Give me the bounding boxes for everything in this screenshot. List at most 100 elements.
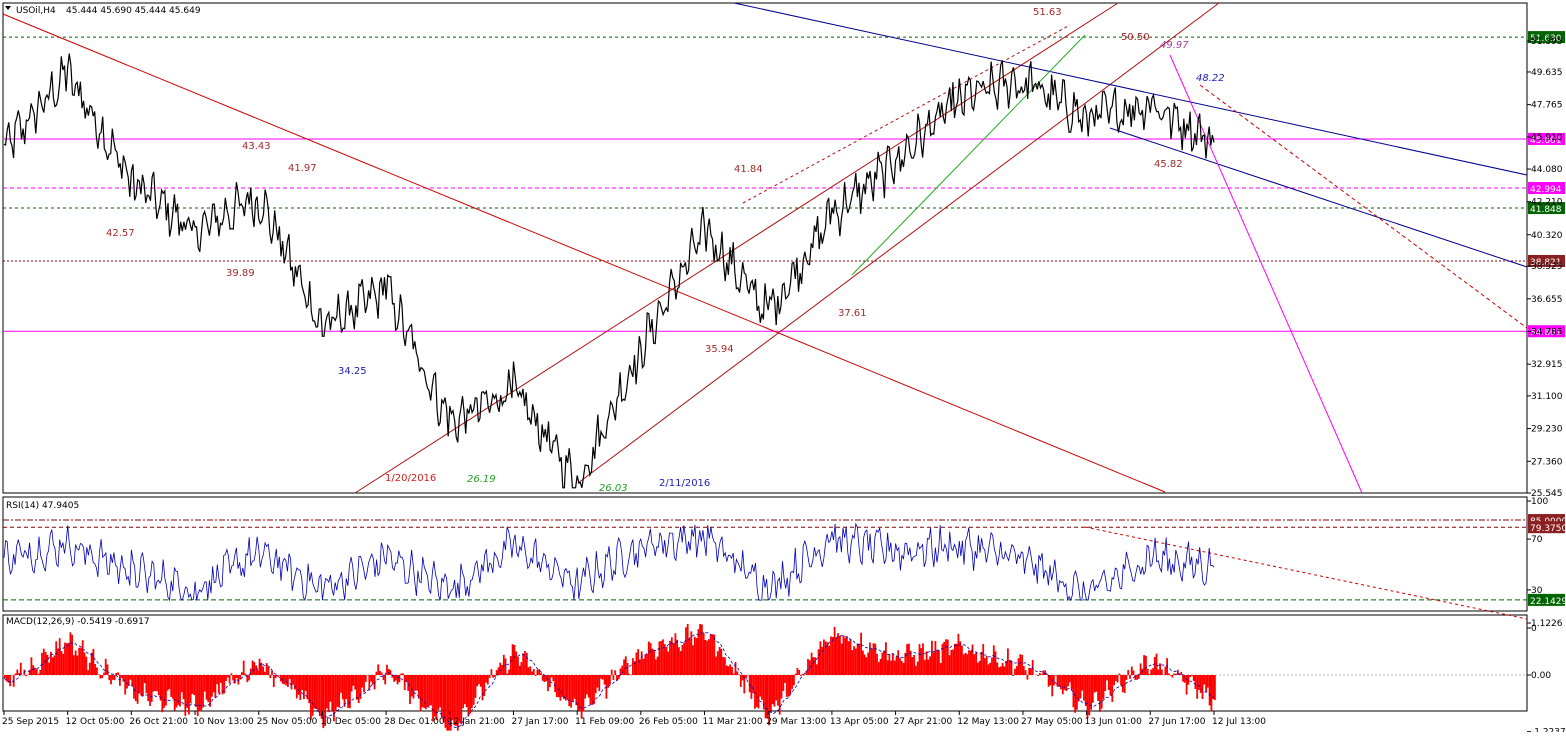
- macd-histogram-bar: [298, 675, 300, 695]
- macd-histogram-bar: [565, 675, 567, 701]
- macd-histogram-bar: [326, 675, 328, 708]
- price-axis-label: 40.320: [1531, 231, 1563, 241]
- macd-histogram-bar: [853, 646, 855, 675]
- time-axis-label: 27 Jun 17:00: [1148, 717, 1205, 727]
- macd-histogram-bar: [745, 675, 747, 679]
- macd-histogram-bar: [975, 652, 977, 675]
- macd-histogram-bar: [820, 641, 822, 675]
- macd-histogram-bar: [1191, 675, 1193, 676]
- macd-histogram-bar: [982, 644, 984, 675]
- macd-histogram-bar: [149, 675, 151, 706]
- macd-histogram-bar: [515, 651, 517, 675]
- macd-histogram-bar: [193, 675, 195, 695]
- macd-histogram-bar: [984, 658, 986, 675]
- macd-histogram-bar: [174, 675, 176, 711]
- macd-histogram-bar: [384, 675, 386, 684]
- macd-histogram-bar: [402, 673, 404, 675]
- macd-axis-label: 0.00: [1531, 671, 1551, 681]
- macd-histogram-bar: [623, 659, 625, 675]
- macd-histogram-bar: [1188, 675, 1190, 685]
- macd-histogram-bar: [337, 675, 339, 707]
- macd-histogram-bar: [1120, 675, 1122, 686]
- macd-histogram-bar: [379, 671, 381, 675]
- macd-histogram-bar: [940, 663, 942, 675]
- macd-histogram-bar: [6, 675, 8, 682]
- macd-histogram-bar: [1058, 675, 1060, 686]
- time-axis-label: 27 Apr 21:00: [894, 717, 953, 727]
- macd-histogram-bar: [1157, 670, 1159, 676]
- price-axis-label: 47.765: [1531, 101, 1563, 111]
- macd-histogram-bar: [61, 651, 63, 675]
- macd-histogram-bar: [705, 640, 707, 675]
- macd-histogram-bar: [285, 675, 287, 685]
- macd-histogram-bar: [1145, 656, 1147, 675]
- macd-histogram-bar: [627, 663, 629, 675]
- macd-histogram-bar: [717, 651, 719, 675]
- macd-histogram-bar: [759, 675, 761, 697]
- macd-histogram-bar: [1014, 669, 1016, 675]
- price-annotation: 41.97: [288, 163, 317, 174]
- macd-histogram-bar: [181, 675, 183, 692]
- rsi-level-label: 79.3750: [1530, 524, 1566, 534]
- macd-histogram-bar: [468, 675, 470, 717]
- macd-histogram-bar: [80, 648, 82, 675]
- macd-histogram-bar: [471, 675, 473, 708]
- header-symbol: USOil,H4: [16, 6, 56, 16]
- macd-histogram-bar: [436, 675, 438, 720]
- macd-histogram-bar: [338, 675, 340, 708]
- macd-histogram-bar: [211, 675, 213, 697]
- macd-histogram-bar: [765, 675, 767, 719]
- price-axis-label: 38.525: [1531, 262, 1563, 272]
- macd-histogram-bar: [667, 652, 669, 675]
- macd-histogram-bar: [47, 655, 49, 675]
- macd-histogram-bar: [867, 653, 869, 676]
- macd-histogram-bar: [777, 675, 779, 706]
- macd-histogram-bar: [354, 675, 356, 690]
- macd-histogram-bar: [241, 672, 243, 675]
- macd-histogram-bar: [699, 624, 701, 675]
- macd-histogram-bar: [75, 651, 77, 676]
- macd-histogram-bar: [259, 659, 261, 675]
- macd-histogram-bar: [701, 625, 703, 676]
- macd-histogram-bar: [998, 667, 1000, 675]
- macd-histogram-bar: [1023, 666, 1025, 675]
- macd-histogram-bar: [425, 675, 427, 709]
- macd-histogram-bar: [423, 675, 425, 708]
- macd-histogram-bar: [480, 675, 482, 687]
- macd-histogram-bar: [1147, 669, 1149, 675]
- macd-histogram-bar: [437, 675, 439, 710]
- macd-histogram-bar: [952, 649, 954, 675]
- macd-histogram-bar: [731, 667, 733, 675]
- macd-histogram-bar: [163, 675, 165, 708]
- macd-histogram-bar: [864, 655, 866, 676]
- macd-histogram-bar: [846, 636, 848, 675]
- macd-histogram-bar: [432, 675, 434, 722]
- macd-histogram-bar: [795, 674, 797, 675]
- macd-histogram-bar: [216, 675, 218, 684]
- macd-histogram-bar: [560, 675, 562, 701]
- macd-histogram-bar: [427, 675, 429, 707]
- macd-histogram-bar: [800, 675, 802, 676]
- macd-histogram-bar: [657, 657, 659, 675]
- macd-histogram-bar: [1205, 675, 1207, 692]
- macd-histogram-bar: [93, 649, 95, 675]
- macd-histogram-bar: [482, 675, 484, 700]
- rsi-axis-label: 70: [1531, 535, 1543, 545]
- macd-histogram-bar: [330, 675, 332, 702]
- macd-histogram-bar: [1122, 675, 1124, 692]
- macd-histogram-bar: [772, 675, 774, 704]
- macd-histogram-bar: [857, 644, 859, 675]
- macd-histogram-bar: [345, 675, 347, 699]
- macd-histogram-bar: [629, 674, 631, 675]
- price-axis-label: 32.915: [1531, 360, 1563, 370]
- macd-histogram-bar: [949, 655, 951, 675]
- macd-histogram-bar: [989, 663, 991, 675]
- macd-histogram-bar: [1108, 675, 1110, 690]
- macd-histogram-bar: [1000, 667, 1002, 676]
- macd-histogram-bar: [678, 647, 680, 675]
- macd-histogram-bar: [924, 660, 926, 675]
- macd-histogram-bar: [121, 675, 123, 678]
- macd-histogram-bar: [607, 675, 609, 688]
- macd-histogram-bar: [655, 659, 657, 675]
- macd-histogram-bar: [981, 652, 983, 675]
